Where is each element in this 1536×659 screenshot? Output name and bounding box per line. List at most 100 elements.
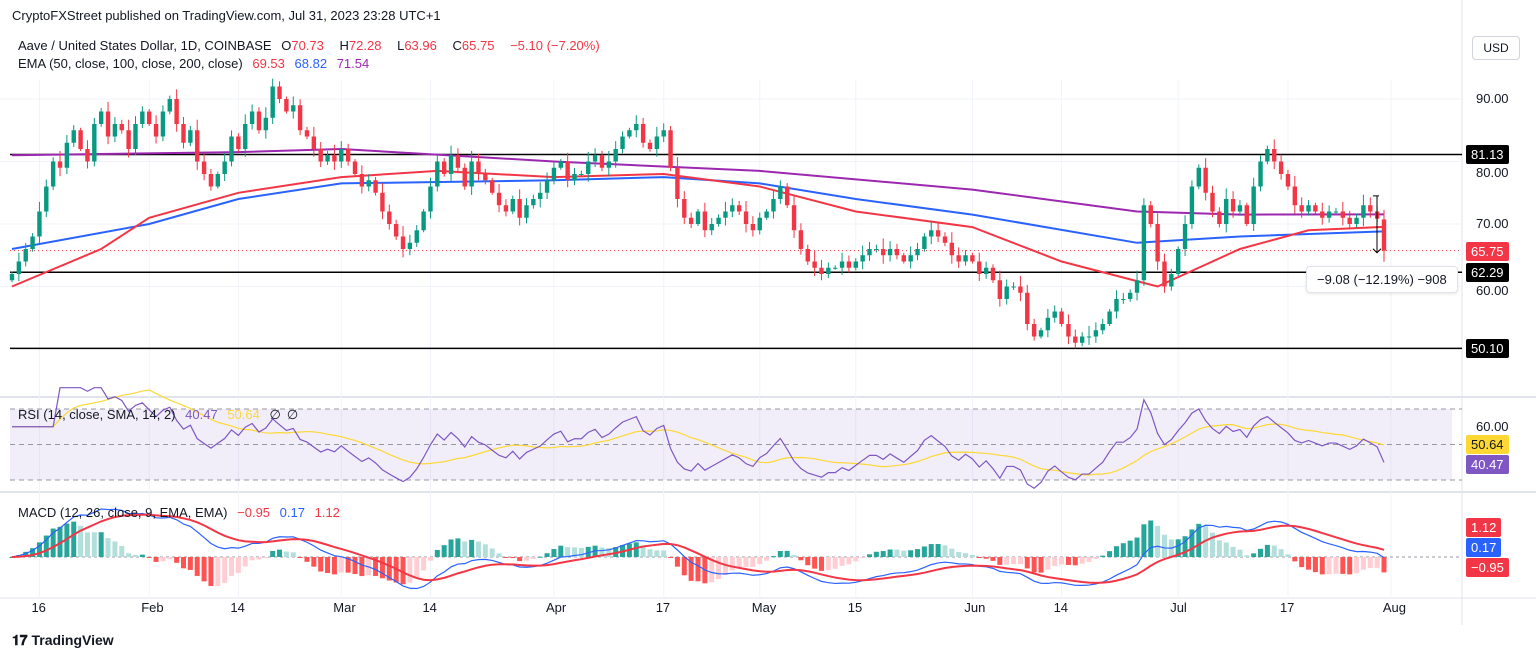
candle-body	[85, 149, 90, 162]
candle-body	[846, 261, 852, 268]
macd-histogram-bar	[1347, 557, 1353, 575]
candle-body	[1162, 261, 1167, 287]
candle-body	[901, 255, 906, 262]
macd-histogram-bar	[894, 549, 900, 557]
macd-histogram-bar	[496, 553, 502, 557]
candle-body	[400, 236, 406, 249]
macd-histogram-bar	[386, 557, 392, 581]
macd-histogram-bar	[1381, 557, 1387, 573]
symbol-title[interactable]: Aave / United States Dollar, 1D, COINBAS…	[18, 38, 272, 53]
ema-legend[interactable]: EMA (50, close, 100, close, 200, close) …	[18, 56, 375, 71]
rsi-sma-tag: 50.64	[1466, 435, 1509, 454]
candle-body	[339, 149, 344, 162]
candle-body	[949, 242, 955, 256]
macd-histogram-bar	[736, 557, 742, 568]
macd-histogram-bar	[36, 542, 42, 557]
candle-body	[599, 155, 605, 168]
macd-histogram-bar	[91, 532, 97, 557]
macd-histogram-bar	[482, 544, 488, 557]
macd-histogram-bar	[194, 557, 200, 576]
macd-histogram-bar	[873, 551, 879, 557]
candle-body	[695, 211, 701, 224]
rsi-extra-1: ∅	[269, 407, 281, 422]
rsi-sma-line	[12, 389, 1385, 476]
candle-body	[634, 124, 639, 131]
macd-histogram-bar	[1258, 548, 1264, 557]
candle-body	[1114, 299, 1119, 312]
currency-button[interactable]: USD	[1472, 36, 1520, 60]
x-tick-label: Aug	[1382, 600, 1406, 615]
macd-histogram-bar	[791, 554, 797, 557]
macd-histogram-bar	[606, 548, 612, 557]
candle-body	[1210, 192, 1215, 212]
macd-histogram-bar	[530, 557, 536, 560]
candle-body	[839, 261, 845, 268]
symbol-legend: Aave / United States Dollar, 1D, COINBAS…	[18, 38, 606, 53]
rsi-value: 40.47	[185, 407, 218, 422]
macd-histogram-bar	[78, 525, 84, 557]
candle-body	[1272, 149, 1277, 162]
candle-body	[544, 180, 550, 193]
candle-body	[325, 155, 330, 162]
macd-histogram-bar	[770, 556, 776, 558]
candle-body	[826, 267, 831, 274]
rsi-extra-2: ∅	[286, 407, 299, 422]
candle-body	[1045, 317, 1051, 331]
candle-body	[908, 255, 913, 262]
candle-body	[359, 174, 365, 187]
macd-histogram-bar	[1312, 557, 1318, 573]
macd-histogram-bar	[1113, 546, 1119, 557]
macd-histogram-bar	[256, 557, 262, 560]
macd-histogram-bar	[1038, 557, 1044, 573]
macd-histogram-bar	[345, 557, 351, 573]
macd-histogram-bar	[1251, 553, 1257, 557]
macd-histogram-bar	[489, 548, 495, 557]
rsi-legend[interactable]: RSI (14, close, SMA, 14, 2) 40.47 50.64 …	[18, 407, 304, 423]
candle-body	[147, 111, 152, 124]
candle-body	[688, 217, 694, 224]
macd-histogram-bar	[1306, 557, 1312, 570]
candle-body	[380, 192, 385, 212]
candle-body	[977, 261, 982, 274]
candle-body	[716, 217, 721, 224]
macd-histogram-bar	[187, 557, 193, 570]
candle-body	[1361, 205, 1366, 218]
candle-body	[174, 99, 179, 124]
x-tick-label: Mar	[333, 600, 356, 615]
macd-histogram-bar	[949, 548, 955, 557]
candle-body	[167, 99, 172, 112]
tradingview-logo[interactable]: 𝟏𝟕 TradingView	[12, 632, 114, 649]
rsi-sma-value: 50.64	[227, 407, 260, 422]
macd-histogram-bar	[201, 557, 207, 582]
macd-histogram-bar	[1079, 557, 1085, 564]
candle-body	[373, 180, 378, 193]
x-tick-label: Feb	[141, 600, 164, 615]
candle-body	[647, 142, 653, 149]
macd-histogram-bar	[43, 535, 49, 557]
candle-body	[119, 124, 124, 131]
macd-histogram-bar	[1059, 557, 1065, 565]
candle-body	[750, 224, 756, 231]
rsi-line	[12, 387, 1385, 489]
macd-histogram-bar	[1127, 540, 1133, 557]
macd-histogram-bar	[1278, 549, 1284, 557]
logo-icon: 𝟏𝟕	[12, 632, 28, 648]
macd-histogram-bar	[661, 550, 667, 557]
candle-body	[915, 249, 920, 256]
macd-histogram-bar	[654, 550, 660, 557]
candle-body	[579, 174, 584, 175]
macd-histogram-bar	[1161, 534, 1167, 557]
macd-histogram-bar	[764, 557, 770, 561]
macd-signal-value: 1.12	[314, 505, 340, 520]
measure-tooltip: −9.08 (−12.19%) −908	[1306, 266, 1458, 293]
macd-histogram-bar	[270, 550, 276, 557]
macd-histogram-bar	[407, 557, 413, 583]
macd-histogram-bar	[469, 539, 475, 557]
candle-body	[30, 236, 35, 249]
macd-histogram-bar	[784, 550, 790, 557]
macd-histogram-bar	[98, 532, 104, 557]
macd-legend[interactable]: MACD (12, 26, close, 9, EMA, EMA) −0.95 …	[18, 505, 346, 520]
candle-body	[393, 224, 399, 237]
macd-histogram-bar	[599, 547, 605, 557]
